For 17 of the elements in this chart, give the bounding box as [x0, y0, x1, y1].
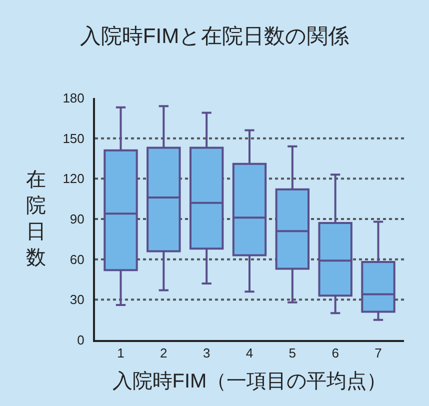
y-tick-label: 0	[77, 332, 84, 348]
x-tick-label: 7	[374, 346, 382, 361]
y-tick-label: 90	[70, 212, 84, 227]
x-tick-label: 6	[332, 346, 339, 361]
chart-title: 入院時FIMと在院日数の関係	[80, 25, 350, 48]
y-tick-label: 180	[62, 90, 84, 106]
y-tick-label: 60	[70, 252, 84, 267]
x-axis-title: 入院時FIM（一項目の平均点）	[112, 370, 387, 393]
x-tick-label: 1	[117, 346, 124, 361]
x-tick-label: 3	[202, 346, 210, 361]
y-tick-label: 120	[62, 171, 84, 186]
x-tick-label: 4	[246, 346, 254, 361]
y-tick-label: 150	[62, 130, 84, 146]
x-tick-label: 2	[160, 346, 168, 361]
y-tick-label: 30	[70, 292, 84, 308]
x-tick-label: 5	[288, 346, 296, 361]
y-axis-title: 在院日数	[26, 169, 46, 269]
